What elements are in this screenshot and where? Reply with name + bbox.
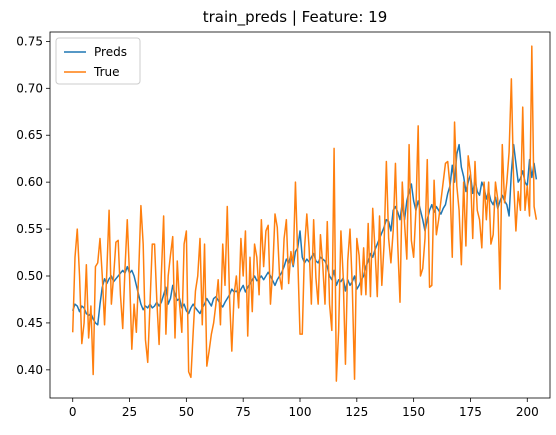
legend: Preds True <box>55 37 141 85</box>
plot-area <box>71 45 538 382</box>
chart-title: train_preds | Feature: 19 <box>203 8 388 27</box>
y-tick-label: 0.45 <box>16 316 43 330</box>
y-tick-label: 0.75 <box>16 34 43 48</box>
axes: 0 25 50 75 100 125 150 175 200 0.40 0.45 0.50 0.55 0.… <box>16 31 551 419</box>
y-tick-label: 0.50 <box>16 269 43 283</box>
y-tick-label: 0.70 <box>16 81 43 95</box>
y-tick-label: 0.40 <box>16 363 43 377</box>
y-tick-label: 0.55 <box>16 222 43 236</box>
series-line-true <box>71 45 538 382</box>
x-tick-label: 150 <box>402 405 425 419</box>
x-tick-label: 50 <box>179 405 194 419</box>
axes-frame <box>49 31 551 399</box>
y-tick-label: 0.60 <box>16 175 43 189</box>
x-tick-label: 200 <box>516 405 539 419</box>
legend-label-preds: Preds <box>94 45 127 59</box>
x-tick-label: 0 <box>69 405 77 419</box>
x-tick-label: 175 <box>459 405 482 419</box>
x-tick-label: 75 <box>236 405 251 419</box>
legend-label-true: True <box>93 65 120 79</box>
y-tick-label: 0.65 <box>16 128 43 142</box>
x-tick-label: 25 <box>122 405 137 419</box>
x-tick-label: 125 <box>345 405 368 419</box>
x-tick-label: 100 <box>289 405 312 419</box>
